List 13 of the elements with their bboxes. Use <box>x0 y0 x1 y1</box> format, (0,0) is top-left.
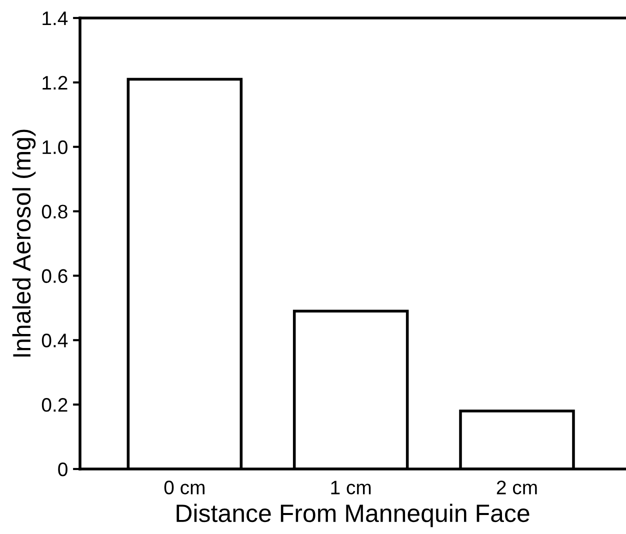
x-axis-title: Distance From Mannequin Face <box>176 504 530 528</box>
x-tick-label: 2 cm <box>496 480 537 494</box>
y-tick-label: 0.2 <box>42 398 68 412</box>
x-tick-label: 1 cm <box>331 480 371 494</box>
y-tick-label: 0.6 <box>42 269 68 283</box>
y-tick-label: 1.2 <box>42 76 68 90</box>
y-tick-label: 0 <box>58 462 68 476</box>
y-tick-label: 0.8 <box>42 204 68 219</box>
y-tick-label: 1.0 <box>42 140 68 154</box>
y-axis-title: Inhaled Aerosol (mg) <box>12 130 36 357</box>
y-tick-label: 1.4 <box>42 12 68 26</box>
x-tick-label: 0 cm <box>164 480 204 494</box>
y-tick-label: 0.4 <box>42 334 68 348</box>
